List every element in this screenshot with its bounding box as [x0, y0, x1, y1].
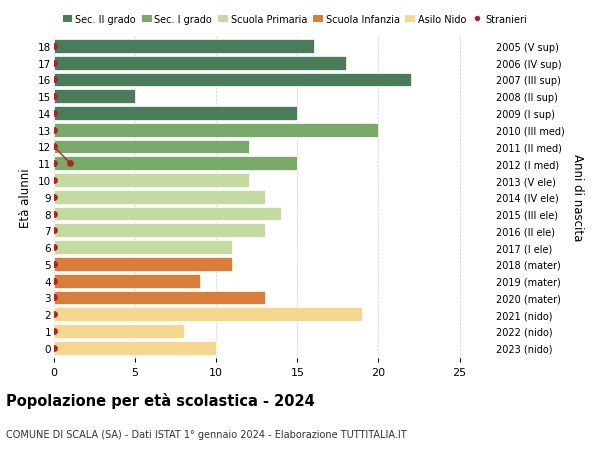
Point	[49, 93, 59, 101]
Point	[49, 311, 59, 318]
Point	[49, 77, 59, 84]
Point	[49, 43, 59, 50]
Bar	[54, 190, 265, 204]
Bar	[54, 325, 184, 338]
Text: Popolazione per età scolastica - 2024: Popolazione per età scolastica - 2024	[6, 392, 315, 409]
Point	[49, 344, 59, 352]
Point	[49, 277, 59, 285]
Point	[49, 227, 59, 235]
Point	[49, 244, 59, 251]
Bar	[54, 241, 232, 254]
Bar	[54, 257, 232, 271]
Bar	[54, 90, 135, 104]
Bar	[54, 56, 346, 70]
Legend: Sec. II grado, Sec. I grado, Scuola Primaria, Scuola Infanzia, Asilo Nido, Stran: Sec. II grado, Sec. I grado, Scuola Prim…	[59, 11, 530, 28]
Bar	[54, 274, 200, 288]
Point	[49, 194, 59, 201]
Bar	[54, 308, 362, 321]
Bar	[54, 291, 265, 305]
Y-axis label: Anni di nascita: Anni di nascita	[571, 154, 584, 241]
Point	[49, 127, 59, 134]
Y-axis label: Età alunni: Età alunni	[19, 168, 32, 227]
Point	[49, 328, 59, 335]
Bar	[54, 207, 281, 221]
Bar	[54, 123, 379, 137]
Point	[49, 160, 59, 168]
Bar	[54, 140, 248, 154]
Point	[49, 261, 59, 268]
Bar	[54, 73, 411, 87]
Point	[49, 110, 59, 118]
Point	[49, 210, 59, 218]
Point	[49, 144, 59, 151]
Point	[49, 177, 59, 185]
Text: COMUNE DI SCALA (SA) - Dati ISTAT 1° gennaio 2024 - Elaborazione TUTTITALIA.IT: COMUNE DI SCALA (SA) - Dati ISTAT 1° gen…	[6, 429, 407, 439]
Point	[49, 60, 59, 67]
Bar	[54, 224, 265, 238]
Bar	[54, 40, 314, 54]
Point	[49, 294, 59, 302]
Bar	[54, 107, 298, 121]
Point	[65, 160, 75, 168]
Bar	[54, 341, 216, 355]
Bar	[54, 157, 298, 171]
Bar	[54, 174, 248, 187]
